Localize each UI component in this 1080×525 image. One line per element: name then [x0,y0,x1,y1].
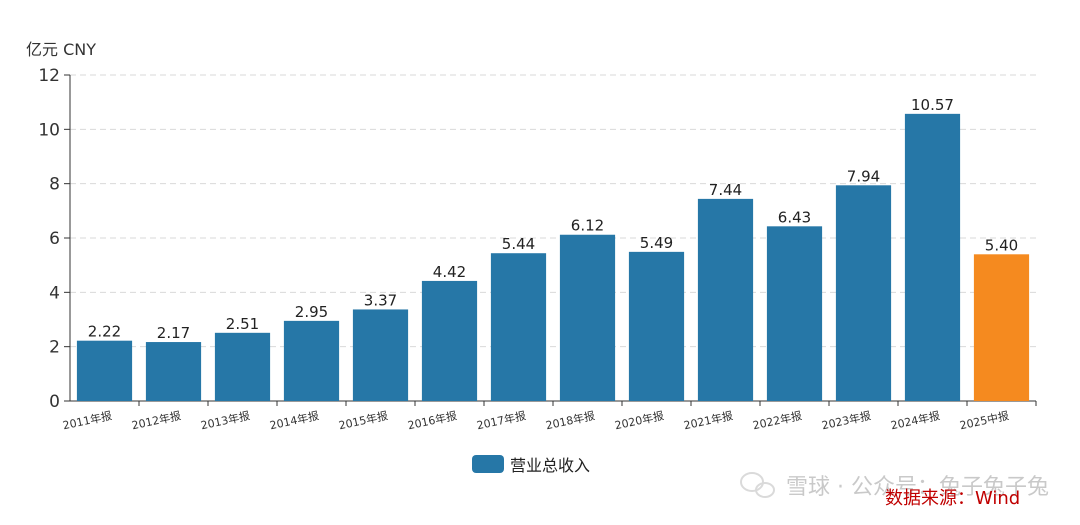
x-tick-label: 2015年报 [337,408,389,432]
y-tick-label: 4 [49,283,60,303]
legend-label: 营业总收入 [510,456,591,475]
bar-value-label: 4.42 [433,263,466,281]
bar-value-label: 2.22 [88,323,121,341]
bar[interactable] [490,253,547,401]
bar-value-label: 6.43 [778,208,811,226]
bar[interactable] [145,342,202,401]
revenue-bar-chart: 0 2 4 6 8 10 12 2.22 2011年报 2.17 2012年报 2.51 2013年报 2… [38,66,1037,432]
bar-value-label: 7.44 [709,181,742,199]
y-tick-label: 10 [38,120,60,140]
x-tick-label: 2022年报 [751,408,803,432]
y-tick-label: 6 [49,229,60,249]
y-tick-label: 2 [49,338,60,358]
chart-legend[interactable]: 营业总收入 [472,452,590,476]
bar[interactable] [352,309,409,401]
svg-text:雪球 · 公众号：兔子兔子兔: 雪球 · 公众号：兔子兔子兔 [786,475,1049,500]
bar[interactable] [628,251,685,401]
bar[interactable] [766,226,823,401]
x-tick-label: 2013年报 [199,408,251,432]
x-tick-label: 2021年报 [682,408,734,432]
bar-value-label: 2.51 [226,315,259,333]
bar[interactable] [421,280,478,401]
x-tick-label: 2020年报 [613,408,665,432]
bar-value-label: 3.37 [364,291,397,309]
x-tick-label: 2017年报 [475,408,527,432]
watermark-logo: 雪球 · 公众号：兔子兔子兔 [740,472,1049,500]
y-tick-label: 8 [49,175,60,195]
bar[interactable] [559,234,616,401]
bar[interactable] [214,332,271,401]
x-tick-label: 2011年报 [61,408,113,432]
data-source-note: 数据来源：Wind [885,488,1021,509]
x-tick-label: 2025中报 [958,408,1010,432]
bar[interactable] [835,185,892,401]
legend-swatch [472,455,504,473]
bar[interactable] [697,198,754,401]
bar[interactable] [973,254,1030,401]
bar[interactable] [904,113,961,402]
y-tick-label: 12 [38,66,60,86]
bar-value-label: 5.44 [502,235,535,253]
x-tick-label: 2014年报 [268,408,320,432]
bar[interactable] [283,320,340,401]
y-tick-label: 0 [49,392,60,412]
bar-value-label: 7.94 [847,167,880,185]
x-tick-label: 2018年报 [544,408,596,432]
x-tick-label: 2012年报 [130,408,182,432]
y-axis-unit-label: 亿元 CNY [26,40,97,59]
x-tick-label: 2023年报 [820,408,872,432]
bar-value-label: 10.57 [911,96,954,114]
bar[interactable] [76,340,133,401]
bar-value-label: 2.95 [295,303,328,321]
bar-value-label: 5.40 [985,236,1018,254]
bar-value-label: 2.17 [157,324,190,342]
bar-value-label: 5.49 [640,234,673,252]
x-tick-label: 2024年报 [889,408,941,432]
x-tick-label: 2016年报 [406,408,458,432]
bar-value-label: 6.12 [571,217,604,235]
